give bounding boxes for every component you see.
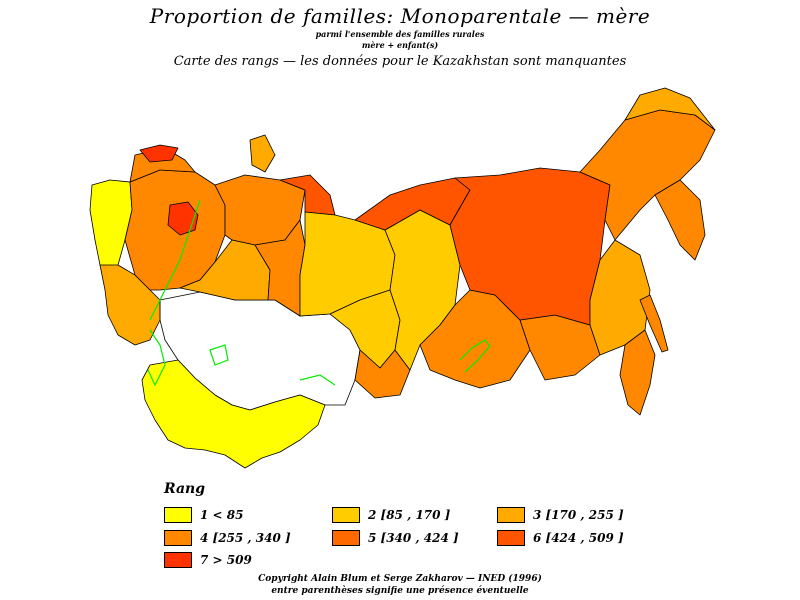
- map-subtitle-family-type: mère + enfant(s): [361, 40, 439, 50]
- aral-outline: [209, 344, 229, 366]
- copyright-text: Copyright Alain Blum et Serge Zakharov —…: [258, 574, 542, 584]
- legend-label-6: 6 [424 , 509 ]: [533, 531, 624, 545]
- region-novaya-zemlya: [249, 134, 276, 173]
- map-subtitle-population: parmi l'ensemble des familles rurales: [315, 29, 485, 39]
- balkhash-outline: [299, 374, 336, 386]
- legend-label-4: 4 [255 , 340 ]: [200, 531, 291, 545]
- legend-swatch-1: [164, 507, 192, 523]
- region-altai: [354, 349, 411, 399]
- footnote-text: entre parenthèses signifie une présence …: [271, 586, 529, 596]
- legend-swatch-6: [497, 530, 525, 546]
- legend-title: Rang: [164, 481, 205, 497]
- volga-river: [149, 199, 201, 321]
- legend-label-1: 1 < 85: [200, 508, 244, 522]
- region-kamchatka: [654, 179, 706, 261]
- legend-swatch-3: [497, 507, 525, 523]
- baikal-lake: [459, 339, 491, 373]
- region-central-asia: [141, 359, 326, 469]
- legend-swatch-2: [332, 507, 360, 523]
- region-primorye: [619, 329, 656, 416]
- legend-label-5: 5 [340 , 424 ]: [368, 531, 459, 545]
- region-sakhalin: [639, 294, 669, 353]
- caspian-outline: [147, 329, 166, 387]
- legend-label-7: 7 > 509: [200, 553, 252, 567]
- legend-swatch-4: [164, 530, 192, 546]
- map-subtitle-note: Carte des rangs — les données pour le Ka…: [173, 54, 627, 69]
- region-murmansk: [139, 144, 179, 163]
- legend-swatch-5: [332, 530, 360, 546]
- region-irkutsk: [419, 289, 531, 389]
- map-title: Proportion de familles: Monoparentale — …: [149, 4, 651, 28]
- legend-swatch-7: [164, 552, 192, 568]
- region-chukotka: [624, 87, 716, 131]
- legend-label-2: 2 [85 , 170 ]: [368, 508, 451, 522]
- legend-label-3: 3 [170 , 255 ]: [533, 508, 624, 522]
